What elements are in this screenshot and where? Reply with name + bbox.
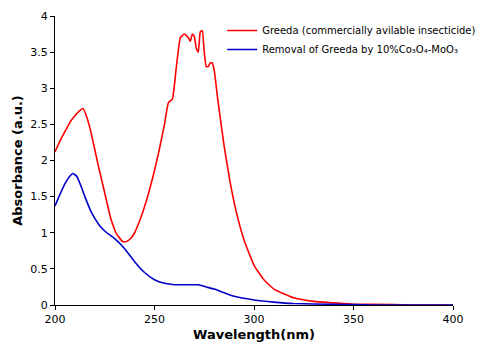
svg-text:0.5: 0.5: [30, 263, 48, 276]
svg-text:4: 4: [41, 10, 48, 23]
svg-text:Greeda (commercially avilable: Greeda (commercially avilable insecticid…: [262, 25, 475, 36]
svg-text:0: 0: [41, 299, 48, 312]
svg-text:Absorbance (a.u.): Absorbance (a.u.): [10, 95, 25, 226]
svg-text:350: 350: [343, 313, 364, 326]
svg-text:3: 3: [41, 82, 48, 95]
svg-text:200: 200: [45, 313, 66, 326]
svg-text:250: 250: [144, 313, 165, 326]
svg-text:2: 2: [41, 154, 48, 167]
svg-text:1.5: 1.5: [30, 190, 48, 203]
svg-text:400: 400: [443, 313, 464, 326]
svg-text:Removal of Greeda by 10%Co₃O₄-: Removal of Greeda by 10%Co₃O₄-MoO₃: [262, 44, 458, 55]
svg-text:300: 300: [244, 313, 265, 326]
svg-text:1: 1: [41, 227, 48, 240]
svg-text:3.5: 3.5: [30, 46, 48, 59]
svg-text:2.5: 2.5: [30, 118, 48, 131]
svg-text:Wavelength(nm): Wavelength(nm): [193, 327, 315, 342]
